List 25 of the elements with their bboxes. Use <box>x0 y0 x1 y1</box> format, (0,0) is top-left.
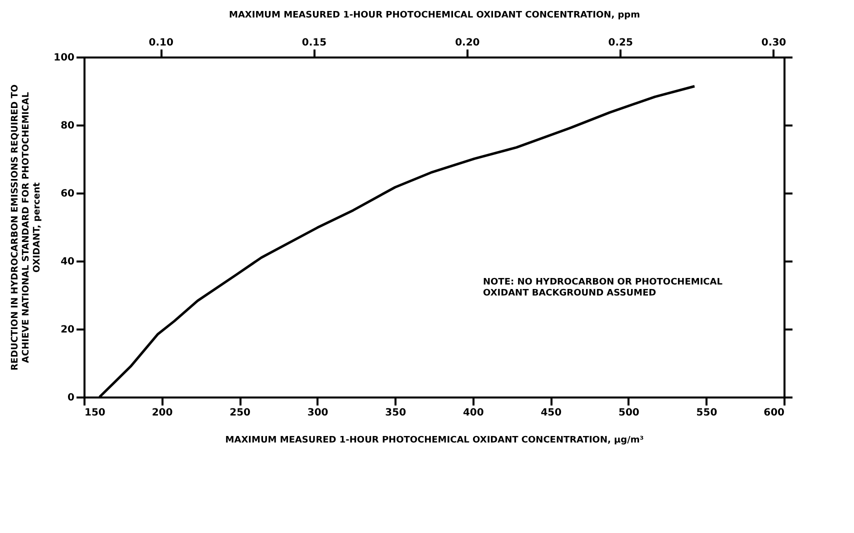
y-tick-label: 0 <box>68 392 75 404</box>
x-axis-title: MAXIMUM MEASURED 1-HOUR PHOTOCHEMICAL OXIDANT CONCENTRATION, µg/m³ <box>225 436 644 446</box>
x-tick-label: 300 <box>307 408 328 418</box>
x-tick-label: 250 <box>230 408 251 418</box>
x-tick-label: 350 <box>385 408 406 418</box>
y-tick-label: 100 <box>54 52 75 64</box>
x-tick-label: 600 <box>764 408 785 418</box>
x2-tick-label: 0.25 <box>608 38 633 48</box>
x-tick-label: 450 <box>540 408 562 418</box>
y-axis-title: REDUCTION IN HYDROCARBON EMISSIONS REQUIRED TO ACHIEVE NATIONAL STANDARD FOR PHOTOCHEMICAL OXIDANT, percent <box>10 84 43 371</box>
y-tick-label: 60 <box>60 188 75 200</box>
x2-tick-label: 0.10 <box>148 38 174 48</box>
x2-tick-label: 0.15 <box>302 38 327 48</box>
x-tick-label: 400 <box>462 408 484 418</box>
x2-tick-label: 0.20 <box>455 38 480 48</box>
x2-axis-title: MAXIMUM MEASURED 1-HOUR PHOTOCHEMICAL OXIDANT CONCENTRATION, ppm <box>228 10 640 20</box>
annotation: NOTE: NO HYDROCARBON OR PHOTOCHEMICAL OXIDANT BACKGROUND ASSUMED <box>483 277 723 298</box>
x-tick-label: 150 <box>84 408 106 418</box>
x2-tick-label: 0.30 <box>761 38 786 48</box>
y-tick-label: 20 <box>60 324 75 336</box>
x-tick-label: 200 <box>152 408 173 418</box>
x-tick-label: 500 <box>618 408 640 418</box>
y-tick-label: 40 <box>60 256 75 268</box>
y-tick-label: 80 <box>60 120 75 132</box>
x-tick-label: 550 <box>696 408 718 418</box>
